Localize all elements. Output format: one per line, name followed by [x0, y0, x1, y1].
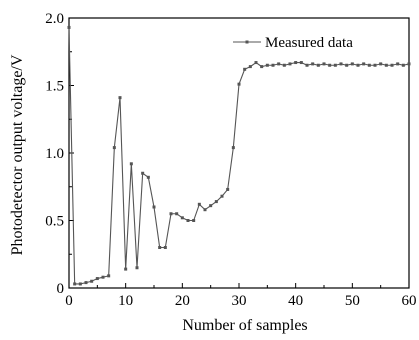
data-point	[90, 279, 94, 283]
y-tick-label: 2.0	[45, 11, 64, 27]
axis-ticks: 0 10 20 30 40 50 60 0 0.5 1.0 1.5 2.0	[45, 11, 416, 309]
data-point	[367, 63, 371, 67]
data-point	[107, 274, 111, 278]
data-point	[129, 162, 133, 166]
data-point	[373, 63, 377, 67]
data-point	[231, 146, 235, 150]
data-point	[141, 171, 145, 175]
data-point	[192, 219, 196, 222]
data-point	[316, 63, 320, 67]
data-point	[203, 208, 207, 212]
data-point	[254, 61, 258, 65]
data-point	[265, 63, 269, 67]
data-point	[73, 282, 77, 286]
data-point	[124, 267, 128, 271]
data-point	[84, 281, 88, 285]
plot-area-border	[68, 17, 410, 289]
data-point	[339, 62, 343, 66]
data-point	[396, 62, 400, 66]
data-point	[152, 205, 156, 209]
data-point	[180, 216, 184, 220]
data-point	[135, 266, 139, 270]
data-point	[390, 63, 394, 67]
legend: Measured data	[233, 35, 353, 51]
data-point	[214, 200, 218, 204]
y-tick-label: 1.5	[45, 79, 64, 95]
x-axis-label: Number of samples	[182, 317, 307, 334]
data-point	[271, 63, 275, 67]
data-point	[146, 175, 150, 179]
x-tick-label: 50	[345, 293, 360, 309]
data-point	[163, 246, 167, 249]
data-point	[78, 282, 82, 286]
y-tick-label: 1.0	[45, 146, 64, 162]
data-point	[175, 212, 179, 216]
x-tick-label: 0	[65, 293, 73, 309]
data-point	[384, 63, 388, 67]
x-tick-label: 30	[232, 293, 247, 309]
x-tick-label: 20	[175, 293, 190, 309]
data-point	[226, 187, 230, 191]
data-point	[95, 277, 99, 281]
legend-marker	[245, 40, 249, 44]
data-point	[118, 96, 122, 100]
legend-entry-measured-data: Measured data	[265, 35, 353, 51]
data-point	[248, 65, 252, 69]
data-point	[220, 194, 224, 198]
data-point	[288, 62, 292, 66]
series-layer	[67, 25, 411, 286]
data-point	[277, 62, 281, 66]
data-point	[328, 63, 332, 67]
data-point	[158, 246, 162, 249]
data-point	[101, 275, 105, 279]
data-point	[311, 62, 315, 66]
x-tick-label: 40	[288, 293, 303, 309]
data-point	[243, 67, 247, 71]
data-point	[186, 219, 190, 222]
data-point	[237, 82, 241, 86]
data-point	[407, 62, 411, 66]
x-tick-label: 10	[118, 293, 133, 309]
y-axis-label: Photodetector output voltage/V	[9, 54, 26, 255]
data-point	[197, 202, 201, 206]
data-point	[379, 62, 383, 66]
data-point	[333, 63, 337, 67]
y-tick-label: 0.5	[45, 214, 64, 230]
data-point	[169, 212, 173, 216]
data-point	[112, 146, 116, 150]
x-tick-label: 60	[402, 293, 417, 309]
plot-frame	[68, 17, 410, 289]
data-point	[356, 63, 360, 67]
data-point	[322, 62, 326, 66]
data-point	[401, 63, 405, 67]
data-point	[299, 61, 303, 65]
data-point	[260, 65, 264, 69]
data-point	[350, 62, 354, 66]
data-point	[209, 204, 213, 208]
data-point	[294, 61, 298, 65]
data-point	[305, 63, 309, 67]
data-point	[362, 62, 366, 66]
data-point	[345, 63, 349, 67]
y-tick-label: 0	[57, 281, 65, 297]
data-point	[282, 63, 286, 67]
data-point	[67, 25, 71, 29]
